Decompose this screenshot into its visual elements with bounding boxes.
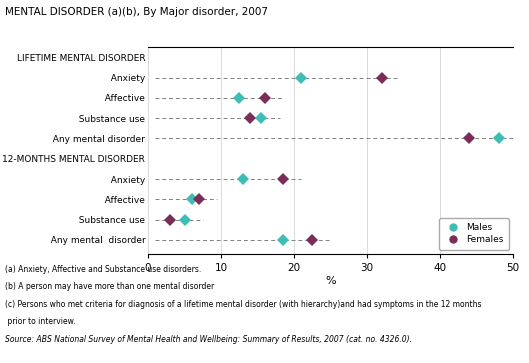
Text: (b) A person may have more than one mental disorder: (b) A person may have more than one ment… (5, 282, 215, 291)
X-axis label: %: % (325, 276, 336, 286)
Legend: Males, Females: Males, Females (439, 218, 508, 250)
Text: MENTAL DISORDER (a)(b), By Major disorder, 2007: MENTAL DISORDER (a)(b), By Major disorde… (5, 7, 268, 17)
Text: Source: ABS National Survey of Mental Health and Wellbeing: Summary of Results, : Source: ABS National Survey of Mental He… (5, 335, 412, 344)
Text: prior to interview.: prior to interview. (5, 317, 76, 326)
Text: (a) Anxiety, Affective and Substance use disorders.: (a) Anxiety, Affective and Substance use… (5, 265, 202, 274)
Text: (c) Persons who met criteria for diagnosis of a lifetime mental disorder (with h: (c) Persons who met criteria for diagnos… (5, 300, 482, 309)
